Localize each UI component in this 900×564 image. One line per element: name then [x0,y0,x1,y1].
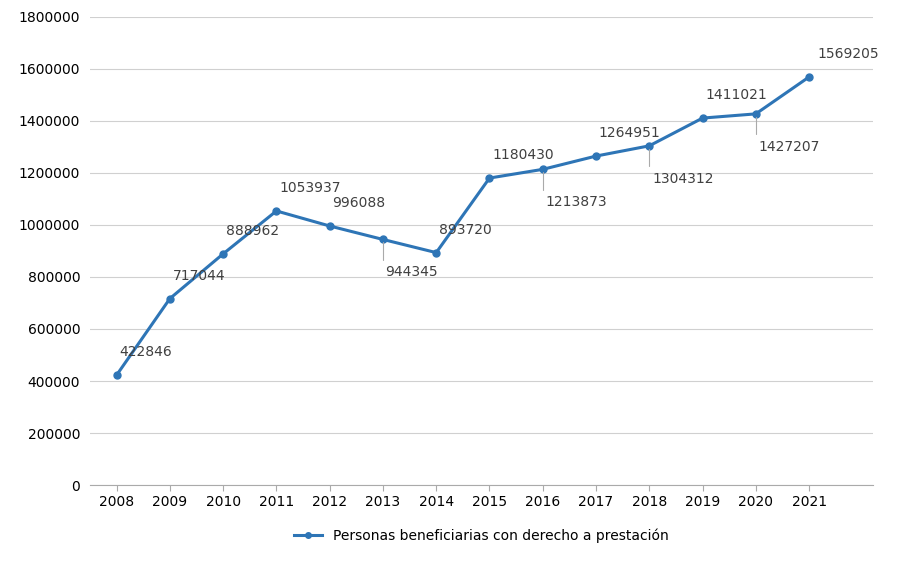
Text: 888962: 888962 [226,224,279,238]
Personas beneficiarias con derecho a prestación [644,143,654,149]
Text: 1213873: 1213873 [543,172,607,209]
Text: 893720: 893720 [439,223,491,237]
Personas beneficiarias con derecho a prestación [112,372,122,378]
Text: 717044: 717044 [173,269,225,283]
Text: 1411021: 1411021 [706,89,767,103]
Personas beneficiarias con derecho a prestación [378,236,389,243]
Personas beneficiarias con derecho a prestación [271,208,282,214]
Text: 1304312: 1304312 [649,148,714,186]
Personas beneficiarias con derecho a prestación [218,250,229,257]
Text: 1569205: 1569205 [817,47,878,61]
Personas beneficiarias con derecho a prestación [804,73,814,80]
Text: 1427207: 1427207 [756,117,820,154]
Text: 996088: 996088 [332,196,385,210]
Personas beneficiarias con derecho a prestación [698,114,708,121]
Text: 1180430: 1180430 [492,148,554,162]
Personas beneficiarias con derecho a prestación [751,111,761,117]
Personas beneficiarias con derecho a prestación [165,295,176,302]
Text: 944345: 944345 [383,242,438,279]
Personas beneficiarias con derecho a prestación [484,175,495,182]
Line: Personas beneficiarias con derecho a prestación: Personas beneficiarias con derecho a pre… [113,73,813,378]
Text: 1053937: 1053937 [279,182,340,195]
Text: 422846: 422846 [120,346,172,359]
Personas beneficiarias con derecho a prestación [431,249,442,256]
Text: 1264951: 1264951 [598,126,661,140]
Legend: Personas beneficiarias con derecho a prestación: Personas beneficiarias con derecho a pre… [289,523,674,548]
Personas beneficiarias con derecho a prestación [590,153,601,160]
Personas beneficiarias con derecho a prestación [324,223,335,230]
Personas beneficiarias con derecho a prestación [537,166,548,173]
